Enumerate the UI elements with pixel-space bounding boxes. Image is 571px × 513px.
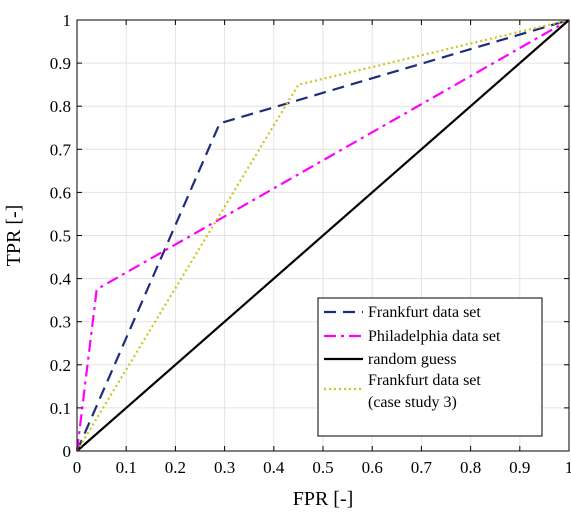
legend-label: (case study 3) xyxy=(368,394,457,411)
x-tick-label: 0.9 xyxy=(509,458,530,477)
y-tick-label: 0.2 xyxy=(50,356,71,375)
x-tick-label: 0.5 xyxy=(312,458,333,477)
y-tick-label: 0.5 xyxy=(50,227,71,246)
legend-box xyxy=(317,297,543,437)
x-tick-label: 1 xyxy=(565,458,571,477)
x-tick-label: 0.8 xyxy=(460,458,481,477)
y-tick-label: 0.9 xyxy=(50,54,71,73)
series-lines xyxy=(75,18,570,452)
x-tick-label: 0.4 xyxy=(263,458,285,477)
x-tick-label: 0.6 xyxy=(362,458,383,477)
y-tick-label: 0.1 xyxy=(50,399,71,418)
y-axis-label: TPR [-] xyxy=(3,205,25,267)
legend-label: Philadelphia data set xyxy=(368,328,501,345)
x-tick-label: 0.1 xyxy=(116,458,137,477)
axis-ticks: 0 0.1 0.2 0.3 0.4 0.5 0.6 0.7 0.8 0.9 1 0 0.1 0.2 0.3 0… xyxy=(50,11,571,477)
legend-label: Frankfurt data set xyxy=(368,372,481,389)
y-tick-label: 0.8 xyxy=(50,97,71,116)
series-line-3 xyxy=(76,19,570,452)
series-line-1 xyxy=(75,18,570,452)
y-tick-label: 0.4 xyxy=(50,270,72,289)
x-tick-label: 0.7 xyxy=(411,458,433,477)
series-line-2 xyxy=(75,19,570,452)
x-tick-label: 0.3 xyxy=(214,458,235,477)
y-tick-label: 0.6 xyxy=(50,183,71,202)
x-tick-label: 0.2 xyxy=(165,458,186,477)
legend-label: Frankfurt data set xyxy=(368,304,481,321)
y-tick-label: 0.3 xyxy=(50,313,71,332)
x-tick-label: 0 xyxy=(73,458,82,477)
legend-label: random guess xyxy=(368,351,456,368)
y-tick-label: 0 xyxy=(63,442,72,461)
x-axis-label: FPR [-] xyxy=(293,488,354,510)
y-tick-label: 0.7 xyxy=(50,140,72,159)
legend: Frankfurt data set Philadelphia data set r… xyxy=(317,297,543,437)
y-tick-label: 1 xyxy=(63,11,72,30)
